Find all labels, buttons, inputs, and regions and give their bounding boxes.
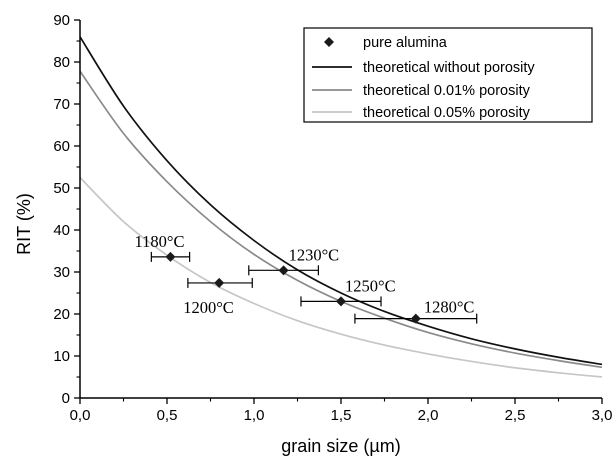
legend-label-no-porosity: theoretical without porosity (363, 60, 535, 76)
y-tick-label: 60 (53, 138, 70, 155)
ticks: 0,0 0,5 1,0 1,5 2,0 2,5 3,0 0 10 20 30 40 50 60 70 80 90 (53, 12, 612, 424)
y-tick-label: 70 (53, 96, 70, 113)
legend: pure alumina theoretical without porosit… (303, 27, 593, 123)
data-point (410, 313, 421, 324)
point-annotation: 1200°C (183, 298, 234, 317)
point-annotation: 1280°C (424, 298, 475, 317)
data-point (336, 296, 346, 307)
x-tick-label: 0,5 (157, 407, 178, 424)
point-annotation: 1250°C (345, 276, 396, 295)
x-tick-label: 3,0 (592, 407, 613, 424)
x-axis-title: grain size (µm) (281, 436, 400, 456)
y-axis-title: RIT (%) (14, 193, 34, 255)
legend-label-001-porosity: theoretical 0.01% porosity (363, 83, 531, 99)
point-annotation: 1230°C (289, 245, 340, 264)
y-tick-label: 90 (53, 12, 70, 29)
x-tick-label: 0,0 (70, 407, 91, 424)
data-point (165, 251, 176, 262)
y-tick-label: 20 (53, 306, 70, 323)
x-tick-label: 2,5 (505, 407, 526, 424)
y-tick-label: 30 (53, 264, 70, 281)
legend-label-005-porosity: theoretical 0.05% porosity (363, 105, 531, 121)
x-tick-label: 1,0 (244, 407, 265, 424)
data-markers (165, 251, 421, 324)
legend-label-pure-alumina: pure alumina (363, 35, 448, 51)
legend-box (303, 27, 593, 123)
point-annotations: 1180°C 1200°C 1230°C 1250°C 1280°C (134, 232, 474, 317)
x-tick-label: 1,5 (331, 407, 352, 424)
point-annotation: 1180°C (134, 232, 184, 251)
curve-theoretical-without-porosity (79, 36, 603, 366)
y-tick-label: 40 (53, 222, 70, 239)
y-tick-label: 0 (62, 390, 70, 407)
y-tick-label: 50 (53, 180, 70, 197)
x-tick-label: 2,0 (418, 407, 439, 424)
legend-marker-pure-alumina (324, 37, 334, 47)
y-tick-label: 10 (53, 348, 70, 365)
y-tick-label: 80 (53, 54, 70, 71)
data-point (278, 265, 289, 276)
curve-theoretical-0-05-porosity (79, 176, 603, 378)
data-point (214, 277, 225, 288)
